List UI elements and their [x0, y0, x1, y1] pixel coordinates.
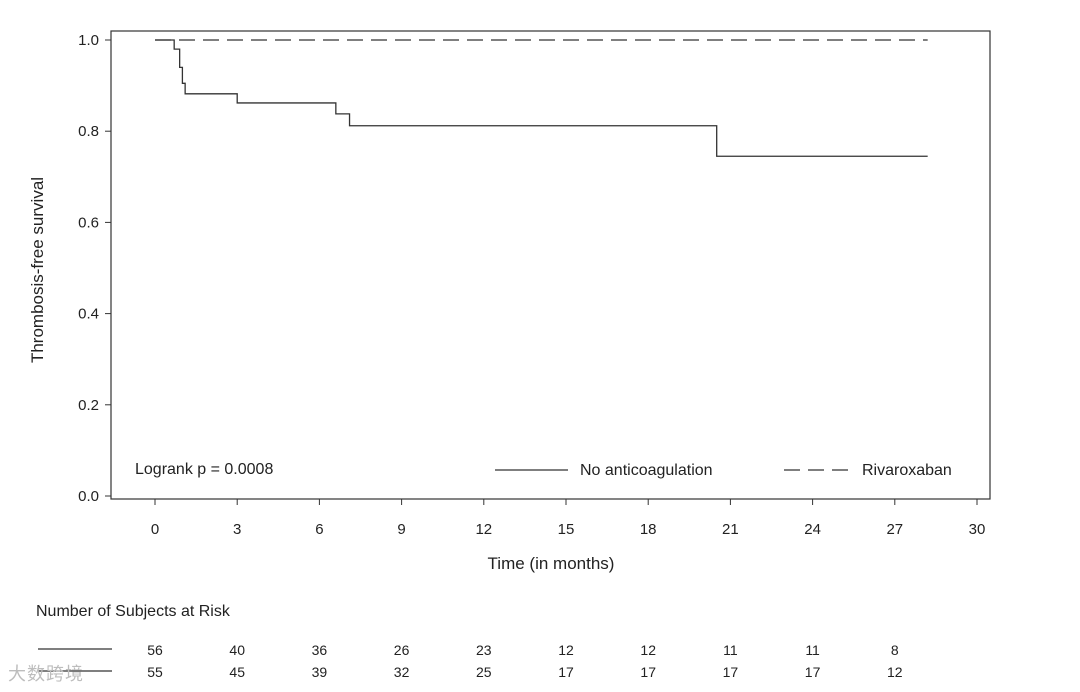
y-tick-label: 0.0: [78, 488, 99, 505]
risk-count: 40: [229, 642, 245, 658]
risk-table: 56 40 36 26 23 12 12 11 11 8 55 45 39 32 25 17 17 17 17 12: [38, 642, 903, 680]
legend-label-2: Rivaroxaban: [862, 462, 952, 479]
x-tick-label: 18: [640, 521, 657, 538]
risk-count: 12: [640, 642, 656, 658]
risk-count: 12: [558, 642, 574, 658]
x-tick-label: 27: [886, 521, 903, 538]
risk-count: 23: [476, 642, 492, 658]
risk-count: 25: [476, 664, 492, 680]
y-tick-label: 0.2: [78, 397, 99, 414]
x-tick-label: 9: [397, 521, 405, 538]
y-axis-label: Thrombosis-free survival: [28, 177, 47, 363]
logrank-annotation: Logrank p = 0.0008: [135, 461, 273, 478]
watermark: 大数跨境: [8, 664, 84, 685]
x-axis-label: Time (in months): [488, 554, 615, 573]
risk-count: 45: [229, 664, 245, 680]
risk-count: 17: [723, 664, 739, 680]
risk-count: 17: [640, 664, 656, 680]
risk-count: 26: [394, 642, 410, 658]
y-tick-label: 1.0: [78, 32, 99, 49]
x-axis: 0 3 6 9 12 15 18 21 24 27 30: [151, 499, 986, 538]
y-tick-label: 0.8: [78, 123, 99, 140]
series-line-1: [155, 39, 928, 157]
y-tick-label: 0.4: [78, 306, 99, 323]
risk-count: 17: [558, 664, 574, 680]
y-axis: 0.0 0.2 0.4 0.6 0.8 1.0: [78, 32, 111, 505]
x-tick-label: 0: [151, 521, 159, 538]
y-tick-label: 0.6: [78, 214, 99, 231]
x-tick-label: 12: [475, 521, 492, 538]
risk-count: 56: [147, 642, 163, 658]
risk-count: 12: [887, 664, 903, 680]
risk-table-title: Number of Subjects at Risk: [36, 603, 231, 620]
risk-count: 39: [312, 664, 328, 680]
x-tick-label: 30: [969, 521, 986, 538]
series-lines: [155, 39, 928, 157]
risk-count: 17: [805, 664, 821, 680]
risk-count: 36: [312, 642, 328, 658]
legend: No anticoagulation Rivaroxaban: [495, 462, 952, 479]
x-tick-label: 6: [315, 521, 323, 538]
x-tick-label: 15: [558, 521, 575, 538]
risk-count: 8: [891, 642, 899, 658]
x-tick-label: 24: [804, 521, 821, 538]
risk-count: 55: [147, 664, 163, 680]
risk-count: 32: [394, 664, 410, 680]
x-tick-label: 21: [722, 521, 739, 538]
legend-label-1: No anticoagulation: [580, 462, 713, 479]
risk-count: 11: [723, 642, 738, 658]
risk-count: 11: [805, 642, 820, 658]
x-tick-label: 3: [233, 521, 241, 538]
plot-frame: [110, 30, 991, 500]
